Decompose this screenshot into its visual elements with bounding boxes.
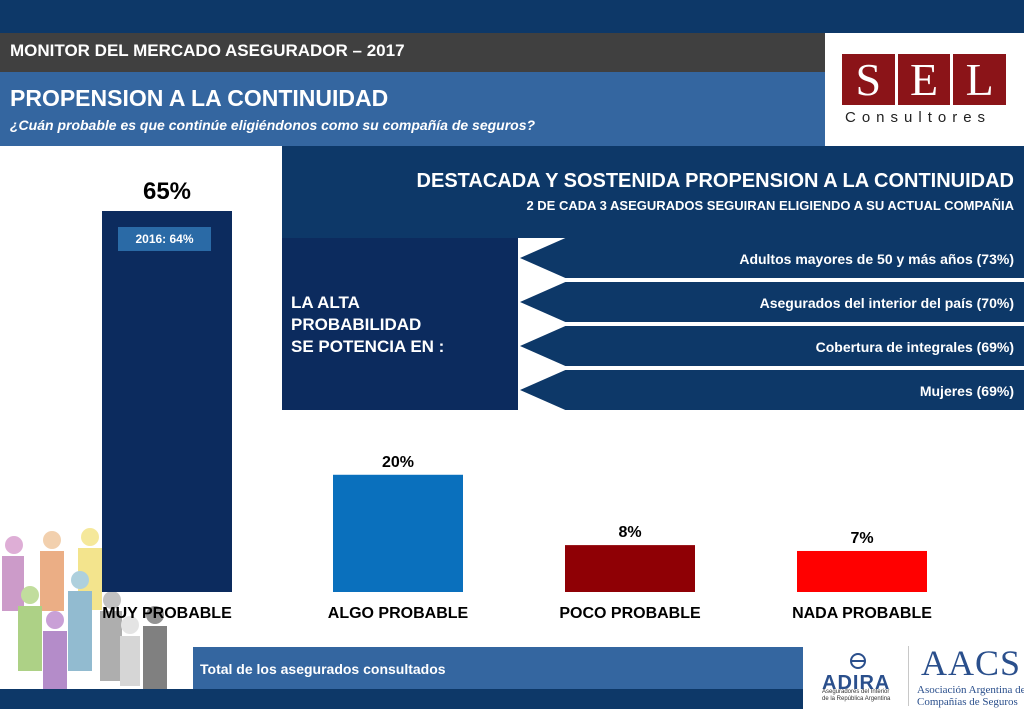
factor-arrow bbox=[520, 238, 1024, 278]
divider bbox=[908, 646, 909, 706]
person-body bbox=[143, 626, 167, 690]
bar-value-label: 7% bbox=[850, 530, 873, 547]
potencia-line: LA ALTA bbox=[291, 293, 360, 312]
header-bar bbox=[0, 33, 825, 72]
person-head bbox=[121, 616, 139, 634]
sel-logo: S E L bbox=[842, 54, 1007, 105]
person-head bbox=[46, 611, 64, 629]
highlight-panel bbox=[282, 146, 1024, 238]
person-head bbox=[146, 606, 164, 624]
people-illustration bbox=[2, 528, 167, 690]
potencia-box bbox=[282, 238, 518, 410]
aacs-sub-line: Compañías de Seguros bbox=[917, 696, 1018, 708]
page-title: PROPENSION A LA CONTINUIDAD bbox=[10, 85, 389, 111]
adira-logo-text: ADIRA bbox=[822, 672, 891, 694]
previous-year-badge: 2016: 64% bbox=[118, 227, 211, 251]
adira-logo-icon bbox=[850, 653, 866, 669]
person-body bbox=[18, 606, 42, 671]
header-title: MONITOR DEL MERCADO ASEGURADOR – 2017 bbox=[10, 41, 405, 60]
highlight-subtitle: 2 DE CADA 3 ASEGURADOS SEGUIRAN ELIGIEND… bbox=[526, 198, 1014, 213]
factor-label: Cobertura de integrales (69%) bbox=[815, 339, 1014, 355]
bar-algo-probable bbox=[333, 474, 463, 592]
bar-value-label: 65% bbox=[143, 178, 191, 205]
highlight-title: DESTACADA Y SOSTENIDA PROPENSION A LA CO… bbox=[416, 170, 1014, 192]
bar-value-label: 8% bbox=[618, 524, 641, 541]
logo-letter: S bbox=[842, 54, 895, 105]
factor-label: Mujeres (69%) bbox=[919, 383, 1014, 399]
factor-arrow bbox=[520, 282, 1024, 322]
category-label: POCO PROBABLE bbox=[559, 605, 701, 622]
adira-sub-line: de la República Argentina bbox=[822, 696, 891, 702]
category-label: MUY PROBABLE bbox=[102, 605, 232, 622]
logo-letter: E bbox=[897, 54, 951, 105]
factor-label: Adultos mayores de 50 y más años (73%) bbox=[739, 251, 1014, 267]
adira-subtitle: Aseguradores del Interior de la Repúblic… bbox=[822, 689, 890, 703]
potencia-text: LA ALTA PROBABILIDAD SE POTENCIA EN : bbox=[291, 292, 444, 358]
bar-value-label: 20% bbox=[382, 454, 414, 471]
footer-bar bbox=[193, 647, 803, 689]
adira-sub-line: Aseguradores del Interior bbox=[822, 689, 890, 695]
aacs-logo-text: AACS bbox=[921, 643, 1022, 683]
person-body bbox=[120, 636, 140, 686]
person-body bbox=[40, 551, 64, 611]
bottom-strip bbox=[0, 689, 803, 709]
bar-muy-probable bbox=[102, 211, 232, 592]
person-head bbox=[43, 531, 61, 549]
factor-arrow bbox=[520, 326, 1024, 366]
person-head bbox=[71, 571, 89, 589]
category-label: NADA PROBABLE bbox=[792, 605, 932, 622]
factor-arrow bbox=[520, 370, 1024, 410]
category-label: ALGO PROBABLE bbox=[328, 605, 469, 622]
aacs-subtitle: Asociación Argentina de Compañías de Seg… bbox=[917, 684, 1024, 708]
person-body bbox=[2, 556, 24, 611]
potencia-line: PROBABILIDAD bbox=[291, 315, 422, 334]
title-block bbox=[0, 72, 825, 146]
footer-note: Total de los asegurados consultados bbox=[200, 661, 446, 677]
potencia-line: SE POTENCIA EN : bbox=[291, 337, 445, 356]
person-body bbox=[100, 611, 122, 681]
person-body bbox=[68, 591, 92, 671]
bar-chart: 65% MUY PROBABLE 20% ALGO PROBABLE 8% POCO PR… bbox=[102, 178, 932, 622]
logo-subtitle: Consultores bbox=[845, 109, 992, 126]
person-head bbox=[21, 586, 39, 604]
logo-letter: L bbox=[953, 54, 1007, 105]
top-strip bbox=[0, 0, 1024, 33]
person-head bbox=[81, 528, 99, 546]
person-head bbox=[103, 591, 121, 609]
page-subtitle: ¿Cuán probable es que continúe eligiéndo… bbox=[10, 117, 536, 133]
bar-nada-probable bbox=[797, 550, 927, 592]
person-head bbox=[5, 536, 23, 554]
person-body bbox=[43, 631, 67, 689]
aacs-sub-line: Asociación Argentina de bbox=[917, 684, 1024, 696]
bar-poco-probable bbox=[565, 545, 695, 592]
factor-label: Asegurados del interior del país (70%) bbox=[759, 295, 1014, 311]
